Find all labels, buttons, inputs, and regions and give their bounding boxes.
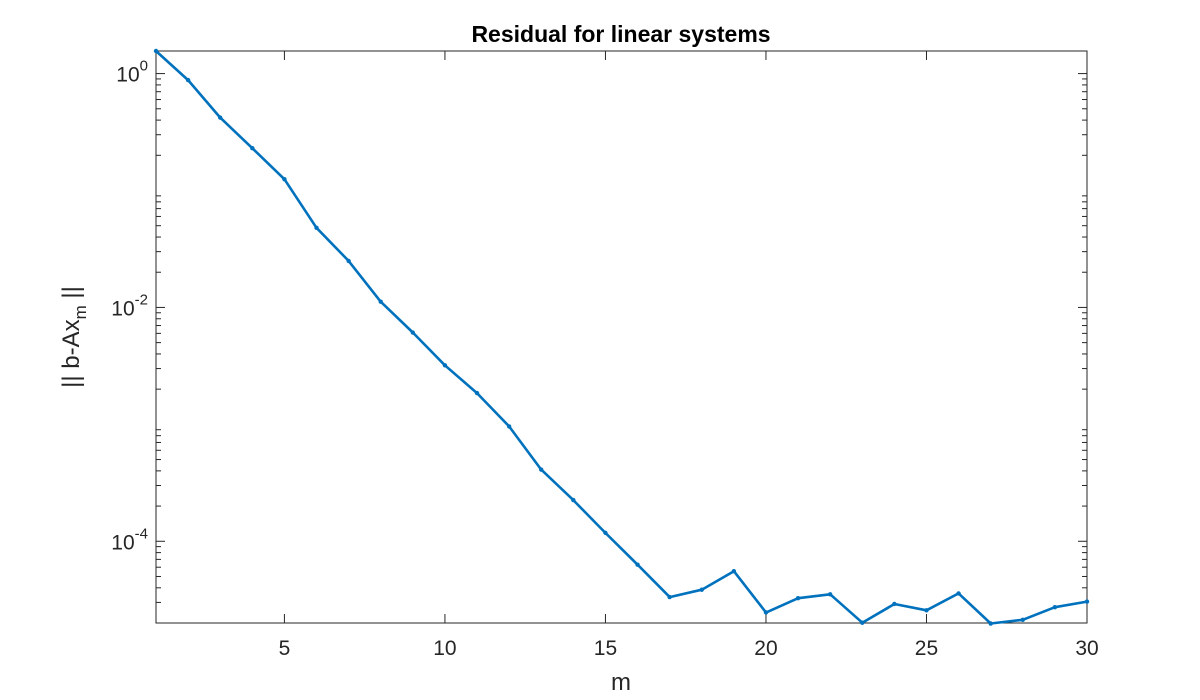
data-point bbox=[153, 48, 159, 54]
x-axis-label: m bbox=[611, 669, 631, 696]
data-point bbox=[763, 610, 769, 615]
y-tick-label: 100 bbox=[116, 58, 148, 87]
data-point bbox=[1020, 617, 1025, 623]
data-point bbox=[795, 595, 801, 601]
data-point bbox=[892, 601, 897, 607]
data-point bbox=[956, 591, 961, 596]
data-point bbox=[924, 608, 929, 613]
data-point bbox=[282, 176, 287, 182]
plot-area bbox=[155, 50, 1088, 624]
x-tick-label: 15 bbox=[594, 637, 617, 660]
x-tick-label: 5 bbox=[279, 637, 291, 660]
data-point bbox=[1052, 604, 1058, 610]
data-point bbox=[185, 77, 191, 83]
chart-title: Residual for linear systems bbox=[471, 21, 770, 47]
data-point bbox=[410, 330, 416, 335]
y-tick-exponent: 0 bbox=[140, 58, 148, 75]
data-point bbox=[827, 592, 833, 597]
x-tick-label: 10 bbox=[433, 637, 456, 660]
series-group bbox=[153, 48, 1090, 626]
data-point bbox=[988, 621, 993, 626]
data-point bbox=[731, 568, 737, 574]
y-axis-label-suffix: || bbox=[58, 286, 85, 305]
data-point bbox=[699, 587, 704, 592]
x-tick-label: 25 bbox=[915, 637, 938, 660]
data-point bbox=[860, 620, 865, 625]
y-tick-base: 10 bbox=[116, 64, 139, 87]
y-tick-base: 10 bbox=[111, 531, 134, 554]
series-line bbox=[155, 50, 1088, 625]
data-point bbox=[539, 467, 544, 472]
y-tick-label: 10-2 bbox=[111, 291, 148, 320]
data-point bbox=[506, 424, 512, 429]
y-tick-exponent: -4 bbox=[135, 525, 148, 542]
data-point bbox=[218, 115, 223, 120]
data-point bbox=[635, 562, 640, 567]
y-tick-base: 10 bbox=[111, 297, 134, 320]
y-axis-label-sub: m bbox=[71, 305, 90, 319]
x-tick-label: 30 bbox=[1075, 637, 1098, 660]
x-tick-label: 20 bbox=[754, 637, 777, 660]
x-axis: 5 10 15 20 25 30 bbox=[279, 51, 1099, 660]
data-point bbox=[314, 225, 319, 230]
data-point bbox=[346, 258, 351, 264]
y-axis-label: || b-Axm || bbox=[58, 286, 90, 388]
data-point bbox=[1084, 599, 1090, 604]
data-point bbox=[250, 146, 255, 151]
y-tick-label: 10-4 bbox=[111, 525, 148, 554]
data-point bbox=[474, 390, 480, 396]
y-axis-label-main: || b-Ax bbox=[58, 319, 85, 387]
data-point bbox=[378, 299, 383, 304]
data-point bbox=[667, 594, 672, 600]
y-tick-exponent: -2 bbox=[135, 291, 148, 308]
data-point bbox=[603, 530, 608, 536]
data-point bbox=[442, 363, 448, 368]
data-point bbox=[571, 497, 576, 503]
